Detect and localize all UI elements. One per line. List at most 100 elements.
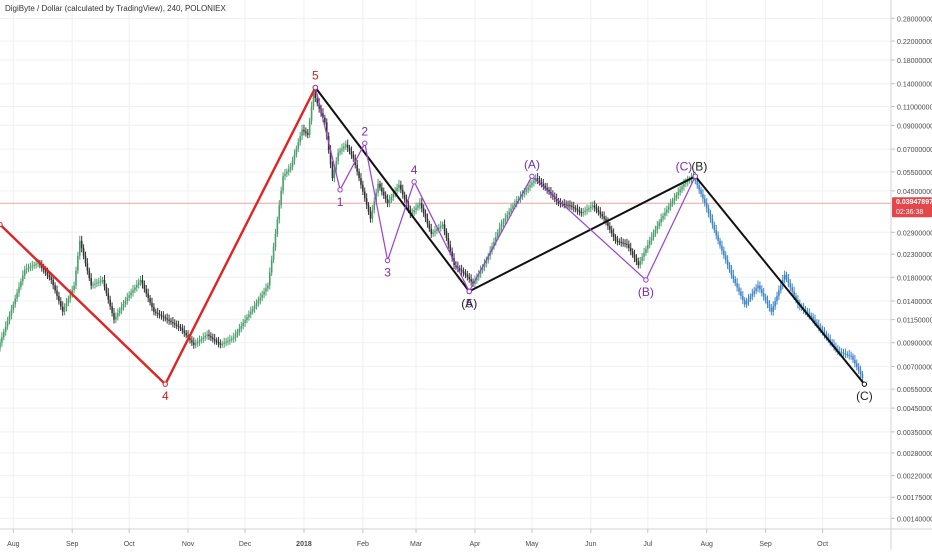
y-tick-label: 0.00280000 xyxy=(897,451,932,458)
wave-pivot xyxy=(362,140,368,146)
price-candle xyxy=(219,343,222,345)
price-candle xyxy=(236,331,239,335)
price-candle xyxy=(525,189,528,192)
price-candle xyxy=(533,180,535,183)
price-candle xyxy=(325,122,328,137)
price-candle xyxy=(685,182,687,184)
price-candle xyxy=(597,209,600,213)
price-candle xyxy=(559,203,562,205)
price-candle xyxy=(430,228,433,234)
price-candle xyxy=(508,211,510,215)
price-candle xyxy=(584,210,586,212)
price-candle xyxy=(268,272,271,286)
price-candle xyxy=(217,341,220,344)
x-tick-label: Jun xyxy=(585,541,596,548)
x-tick-label: Sep xyxy=(759,541,772,548)
price-candle xyxy=(308,120,311,135)
price-candle xyxy=(206,334,208,337)
price-candle xyxy=(757,285,759,289)
price-candle xyxy=(654,229,657,234)
price-candle xyxy=(439,226,442,228)
price-candle xyxy=(189,337,191,341)
price-candle xyxy=(704,198,706,204)
wave-label: (A) xyxy=(461,296,477,310)
price-candle xyxy=(620,242,623,244)
price-candle xyxy=(700,189,702,195)
y-tick-label: 0.00140000 xyxy=(897,516,932,523)
price-candle xyxy=(177,325,180,327)
price-candle xyxy=(1,337,3,343)
price-candle xyxy=(33,264,35,266)
price-candle xyxy=(58,295,60,302)
price-candle xyxy=(232,337,235,339)
price-candle xyxy=(726,260,729,266)
price-candle xyxy=(124,300,127,304)
price-candle xyxy=(86,263,89,271)
price-candle xyxy=(185,332,187,336)
price-candle xyxy=(82,248,85,256)
price-candle xyxy=(529,184,531,188)
price-candle xyxy=(80,240,83,249)
wave-label: 5 xyxy=(312,69,319,83)
price-candle xyxy=(4,326,7,332)
price-candle xyxy=(113,312,115,320)
y-tick-label: 0.22000000 xyxy=(897,39,932,46)
price-candle xyxy=(707,208,710,214)
price-candle xyxy=(565,204,567,206)
price-candle xyxy=(200,339,203,341)
price-candle xyxy=(299,135,301,143)
price-candle xyxy=(538,180,541,183)
price-candle xyxy=(276,219,279,234)
x-tick-label: Nov xyxy=(182,541,195,548)
price-candle xyxy=(738,287,740,292)
price-candle xyxy=(730,269,733,275)
price-candle xyxy=(238,328,241,332)
price-candle xyxy=(130,292,132,296)
price-candle xyxy=(762,292,765,297)
price-candle xyxy=(770,307,773,312)
price-candle xyxy=(162,316,165,318)
price-candle xyxy=(496,232,499,237)
price-candle xyxy=(544,185,547,188)
price-candle xyxy=(339,150,341,153)
price-candle xyxy=(230,338,233,340)
price-candle xyxy=(451,251,453,259)
price-candle xyxy=(768,304,771,308)
price-candle xyxy=(196,341,199,344)
price-candle xyxy=(641,256,643,261)
price-candle xyxy=(719,240,721,246)
y-tick-label: 0.02900000 xyxy=(897,230,932,237)
y-tick-label: 0.01400000 xyxy=(897,299,932,306)
price-candle xyxy=(392,193,395,198)
price-candle xyxy=(415,207,417,210)
price-candle xyxy=(333,169,336,179)
price-candle xyxy=(816,322,818,325)
price-candle xyxy=(183,330,186,333)
price-candle xyxy=(18,287,20,293)
price-candle xyxy=(35,263,37,265)
price-candle xyxy=(483,263,486,268)
wave-label: 3 xyxy=(384,266,391,280)
wave-label: 1 xyxy=(337,195,344,209)
price-candle xyxy=(766,300,769,305)
price-candle xyxy=(607,222,609,227)
price-candle xyxy=(348,147,351,152)
price-candle xyxy=(360,178,362,185)
current-price-label: 0.03947897 xyxy=(896,199,932,206)
price-candle xyxy=(21,275,24,282)
price-candle xyxy=(795,295,797,301)
price-candle xyxy=(23,269,26,276)
price-candle xyxy=(310,106,313,121)
wave-pivot xyxy=(411,179,417,185)
price-candle xyxy=(658,222,661,227)
price-candle xyxy=(814,319,816,323)
price-candle xyxy=(783,274,786,281)
price-candle xyxy=(546,187,548,190)
price-candle xyxy=(37,262,39,264)
price-candle xyxy=(331,164,334,179)
y-tick-label: 0.05500000 xyxy=(897,170,932,177)
price-candle xyxy=(69,294,72,299)
y-tick-label: 0.00550000 xyxy=(897,387,932,394)
price-candle xyxy=(761,289,763,293)
